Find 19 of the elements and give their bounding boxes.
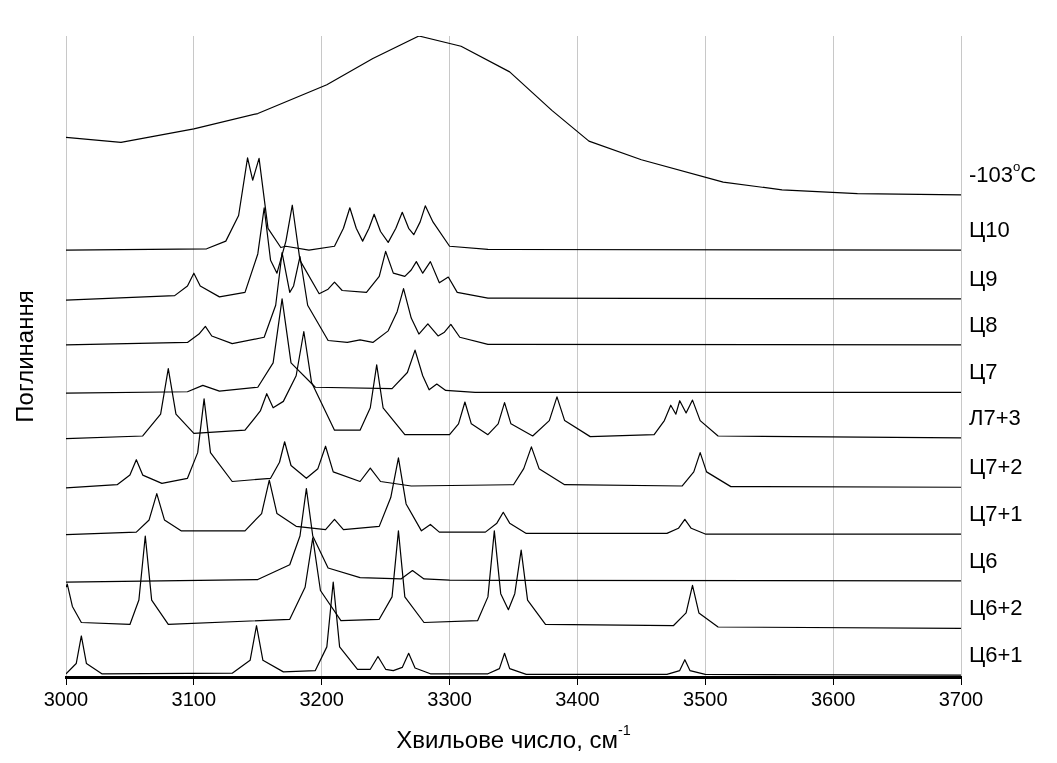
x-tick-label: 3300 [427,687,472,710]
series-label: Ц8 [969,312,998,338]
series-label: Ц7+1 [969,501,1023,527]
series-label: Ц6 [969,547,998,573]
series-label: Ц7+2 [969,454,1023,480]
x-tick-label: 3500 [683,687,728,710]
series-label: Ц6+2 [969,595,1023,621]
series-label: Ц10 [969,217,1010,243]
x-tick-label: 3400 [555,687,600,710]
x-tick-label: 3700 [938,687,984,710]
series-label: Ц9 [969,265,998,291]
series-label: Ц6+1 [969,642,1023,668]
x-tick-label: 3100 [171,687,217,710]
x-tick-label: 3600 [810,687,856,710]
x-tick-label: 3000 [43,687,89,710]
series-label: Ц7 [969,359,998,385]
x-tick-label: 3200 [299,687,344,710]
series-label: Л7+3 [969,404,1021,430]
y-axis-title: Поглинання [10,290,38,423]
